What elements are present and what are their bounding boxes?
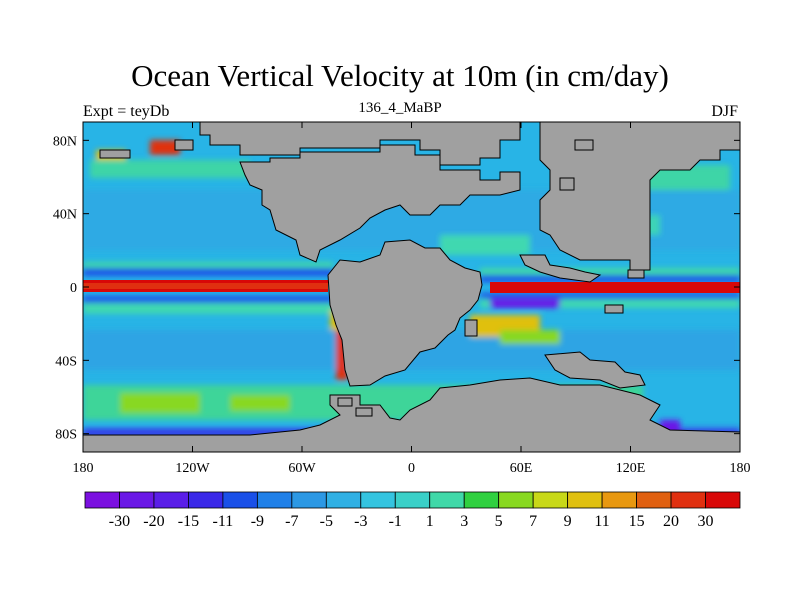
colorbar-label: -3 (354, 513, 367, 530)
north-pacific-green-patch (90, 160, 250, 178)
pacific-equatorial-core (83, 283, 328, 289)
experiment-label: Expt = teyDb (83, 103, 170, 120)
island-3 (574, 139, 594, 151)
colorbar-label: -9 (251, 513, 264, 530)
continent-south-asia (519, 254, 602, 283)
axis-ticks: 180 120W 60W 0 60E 120E 180 80N 40N 0 40S 80S (53, 122, 751, 476)
landmasses (83, 122, 740, 452)
equatorial-flank-south-pacific (83, 300, 333, 314)
indian-equatorial-upwelling (490, 282, 740, 293)
southern-ocean-yellow-patch-1 (120, 393, 200, 413)
colorbar-swatch (429, 491, 465, 509)
colorbar-swatch (153, 491, 189, 509)
y-tick-label: 80N (53, 134, 77, 149)
colorbar-label: -30 (109, 513, 130, 530)
continent-antarctica (83, 377, 740, 452)
period-label: 136_4_MaBP (358, 100, 442, 116)
continent-southern-block (327, 239, 483, 387)
colorbar-swatch (567, 491, 603, 509)
madagascar-green-patch (500, 330, 560, 344)
x-tick-label: 180 (73, 461, 94, 476)
equatorial-flank-north-pacific (83, 262, 333, 272)
y-tick-label: 80S (55, 428, 77, 443)
colorbar-swatch (256, 491, 293, 509)
colorbar-swatch (670, 491, 706, 509)
colorbar-label: -11 (213, 513, 234, 530)
island-9 (355, 407, 373, 417)
colorbar-label: 20 (663, 513, 679, 530)
colorbar-label: -7 (285, 513, 298, 530)
colorbar-swatch (222, 491, 258, 509)
colorbar-swatch (601, 491, 637, 509)
x-tick-label: 120E (616, 461, 646, 476)
southern-ocean-yellow-patch-2 (230, 395, 290, 411)
colorbar-label: 30 (698, 513, 714, 530)
colorbar-swatch (636, 491, 672, 509)
arabian-sea-patch (440, 235, 530, 255)
map-title: Ocean Vertical Velocity at 10m (in cm/da… (131, 58, 669, 93)
colorbar-label: -20 (143, 513, 164, 530)
pacific-downwelling-south (83, 296, 333, 303)
x-tick-label: 60E (510, 461, 533, 476)
colorbar-swatch (325, 491, 362, 509)
indian-downwelling-north (480, 275, 740, 282)
equatorial-flank-south-indian (480, 298, 740, 308)
continent-america-block (239, 144, 521, 263)
indian-downwelling-south (480, 293, 740, 299)
colorbar-swatch (360, 491, 396, 509)
colorbar-label: 1 (426, 513, 434, 530)
colorbar-swatch (291, 491, 327, 509)
colorbar: -30 -20 -15 -11 -9 -7 -5 -3 -1 1 3 5 7 9 11 15 20 30 (84, 491, 741, 530)
island-7 (464, 319, 478, 337)
island-5 (604, 304, 624, 314)
colorbar-swatch (394, 491, 431, 509)
x-tick-label: 60W (288, 461, 316, 476)
colorbar-swatch (705, 491, 741, 509)
island-8 (337, 397, 353, 407)
colorbar-swatch (188, 491, 224, 509)
colorbar-swatch (84, 491, 120, 509)
island-1 (99, 149, 131, 159)
colorbar-swatch (498, 491, 534, 509)
colorbar-swatch (463, 491, 500, 509)
colorbar-label: 7 (529, 513, 537, 530)
season-label: DJF (711, 103, 738, 120)
colorbar-label: 5 (495, 513, 503, 530)
pacific-downwelling-north (83, 268, 333, 276)
colorbar-label: 11 (594, 513, 609, 530)
x-tick-label: 120W (175, 461, 210, 476)
y-tick-label: 40N (53, 208, 77, 223)
equatorial-flank-north-indian (480, 268, 740, 278)
y-tick-label: 40S (55, 354, 77, 369)
colorbar-swatch (119, 491, 155, 509)
island-4 (559, 177, 575, 191)
x-tick-label: 0 (408, 461, 415, 476)
arctic-hotspot-1 (150, 140, 180, 155)
island-6 (627, 269, 645, 279)
colorbar-label: -1 (389, 513, 402, 530)
velocity-field (83, 122, 740, 452)
colorbar-label: 9 (564, 513, 572, 530)
colorbar-label: -15 (178, 513, 199, 530)
y-tick-label: 0 (70, 281, 77, 296)
island-2 (174, 139, 194, 151)
continent-australia (544, 351, 646, 389)
colorbar-label: 3 (460, 513, 468, 530)
colorbar-label: 15 (629, 513, 645, 530)
colorbar-label: -5 (320, 513, 333, 530)
arctic-land-north-america (199, 122, 521, 166)
x-tick-label: 180 (730, 461, 751, 476)
colorbar-swatch (532, 491, 569, 509)
arctic-land-eurasia (539, 122, 740, 271)
